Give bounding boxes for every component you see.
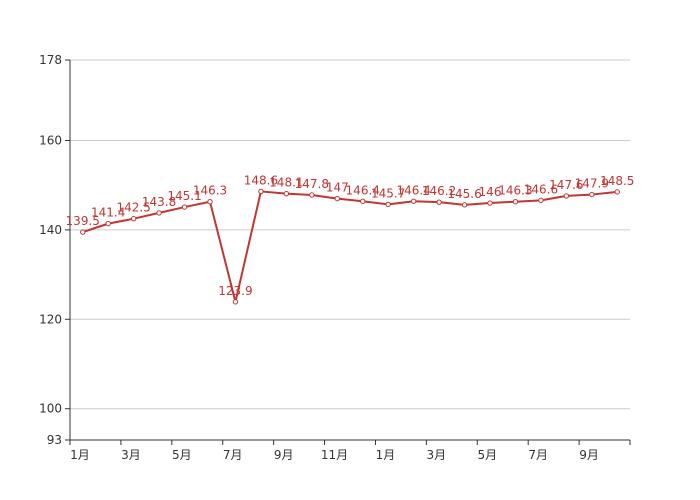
data-label: 146.6: [524, 182, 558, 196]
data-label: 143.8: [142, 195, 176, 209]
data-label: 146.2: [422, 184, 456, 198]
data-label: 145.6: [447, 187, 481, 201]
data-label: 146.4: [346, 183, 380, 197]
data-point: [309, 192, 315, 198]
data-point: [487, 200, 493, 206]
data-point: [80, 229, 86, 235]
data-point: [589, 191, 595, 198]
data-label: 146.3: [498, 184, 532, 198]
data-point: [385, 201, 391, 208]
data-point: [436, 199, 442, 205]
y-tick-label: 140: [39, 223, 62, 237]
data-point: [410, 198, 417, 204]
data-point: [181, 204, 188, 210]
grid-lines: [70, 59, 630, 410]
data-point: [130, 216, 137, 222]
data-label: 147.6: [549, 178, 583, 192]
data-label: 147: [326, 181, 349, 195]
data-labels: 139.5141.4142.5143.8145.1146.3123.9148.6…: [66, 173, 635, 297]
data-point: [283, 190, 290, 197]
data-label: 145.7: [371, 186, 405, 200]
y-tick-label: 178: [39, 53, 62, 67]
data-label: 145.1: [167, 189, 201, 203]
data-point: [105, 220, 111, 227]
data-point: [512, 199, 519, 205]
series-layer: [80, 188, 620, 305]
data-point: [334, 195, 340, 202]
x-tick-label: 9月: [579, 448, 599, 462]
x-tick-label: 1月: [376, 448, 396, 462]
data-label: 139.5: [66, 214, 100, 228]
y-tick-label: 93: [47, 433, 62, 447]
data-label: 147.9: [575, 177, 609, 191]
data-point: [563, 193, 570, 199]
data-point: [156, 210, 162, 216]
axes: 93 100 120 140 160 178 1月 3月 5月 7月 9月 11月 1月 3月 5月 7月 9月: [39, 53, 631, 462]
data-label: 141.4: [91, 206, 125, 220]
x-tick-label: 7月: [223, 448, 243, 462]
data-label: 146: [479, 185, 502, 199]
x-tick-label: 3月: [121, 448, 141, 462]
data-point: [360, 198, 366, 204]
x-tick-label: 1月: [70, 448, 90, 462]
x-tick-label: 3月: [427, 448, 447, 462]
data-label: 146.3: [193, 184, 227, 198]
data-point: [614, 189, 620, 195]
y-tick-label: 120: [39, 312, 62, 326]
series-line: [82, 190, 618, 303]
data-label: 147.8: [295, 177, 329, 191]
data-label: 148.6: [244, 173, 278, 187]
data-label: 123.9: [218, 284, 252, 298]
data-point: [258, 188, 264, 195]
x-tick-label: 5月: [477, 448, 497, 462]
y-tick-label: 100: [39, 402, 62, 416]
data-label: 142.5: [116, 201, 150, 215]
data-point: [232, 299, 239, 305]
data-label: 148.1: [269, 176, 303, 190]
y-tick-label: 160: [39, 133, 62, 147]
x-tick-label: 11月: [321, 448, 348, 462]
data-label: 146.4: [396, 183, 430, 197]
data-label: 148.5: [600, 174, 634, 188]
x-tick-label: 9月: [274, 448, 294, 462]
x-tick-label: 5月: [172, 448, 192, 462]
data-point: [461, 202, 468, 208]
x-tick-label: 7月: [528, 448, 548, 462]
data-point: [538, 197, 544, 204]
data-point: [207, 199, 213, 205]
